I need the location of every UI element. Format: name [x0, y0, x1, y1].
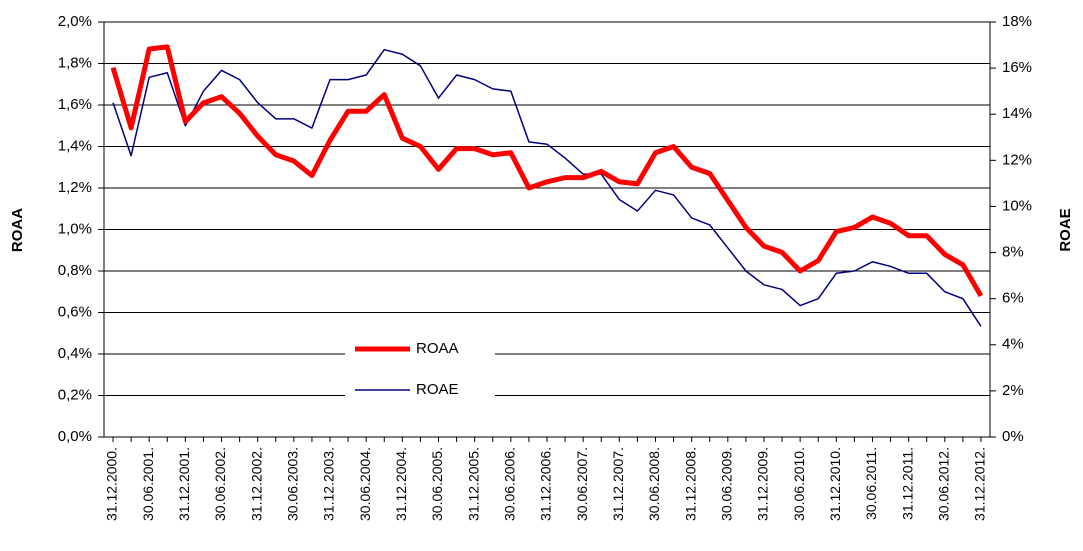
y2-axis-label: ROAE	[1057, 208, 1074, 251]
y-tick-label: 2,0%	[58, 13, 92, 30]
y-tick-label: 1,8%	[58, 54, 92, 71]
x-tick-label: 31.12.2006.	[538, 447, 554, 521]
y-axis-label: ROAA	[9, 208, 26, 252]
x-tick-label: 30.06.2007.	[574, 447, 590, 521]
y-tick-label: 0,8%	[58, 262, 92, 279]
y2-tick-label: 4%	[1002, 336, 1024, 353]
x-tick-label: 31.12.2002.	[248, 447, 264, 521]
y2-tick-label: 2%	[1002, 382, 1024, 399]
y2-tick-label: 10%	[1002, 197, 1032, 214]
x-tick-label: 31.12.2005.	[465, 447, 481, 521]
x-tick-label: 30.06.2004.	[357, 447, 373, 521]
y2-tick-label: 14%	[1002, 105, 1032, 122]
x-tick-label: 30.06.2005.	[429, 447, 445, 521]
x-tick-label: 30.06.2001.	[140, 447, 156, 521]
series-line	[110, 44, 984, 298]
x-tick-label: 31.12.2000.	[104, 447, 120, 521]
x-tick-label: 31.12.2007.	[610, 447, 626, 521]
x-tick-label: 30.06.2002.	[212, 447, 228, 521]
x-tick-label: 31.12.2011.	[899, 447, 915, 520]
x-tick-label: 30.06.2009.	[719, 447, 735, 521]
x-tick-label: 30.06.2008.	[646, 447, 662, 521]
series-line	[112, 48, 982, 327]
x-tick-label: 31.12.2010.	[827, 447, 843, 521]
legend	[345, 330, 495, 408]
y-tick-label: 1,4%	[58, 137, 92, 154]
y-tick-label: 1,2%	[58, 179, 92, 196]
x-tick-label: 31.12.2008.	[682, 447, 698, 521]
y2-tick-label: 16%	[1002, 59, 1032, 76]
y-tick-label: 1,0%	[58, 220, 92, 237]
legend-label: ROAA	[416, 340, 459, 357]
x-tick-label: 30.06.2012.	[935, 447, 951, 521]
y-tick-label: 0,6%	[58, 303, 92, 320]
x-tick-label: 30.06.2006.	[502, 447, 518, 521]
x-tick-label: 30.06.2011.	[863, 447, 879, 520]
y-tick-label: 0,0%	[58, 428, 92, 445]
y2-tick-label: 18%	[1002, 13, 1032, 30]
y2-tick-label: 0%	[1002, 428, 1024, 445]
x-tick-label: 30.06.2003.	[285, 447, 301, 521]
x-tick-label: 31.12.2003.	[321, 447, 337, 521]
y2-tick-label: 8%	[1002, 244, 1024, 261]
x-tick-label: 31.12.2001.	[176, 447, 192, 521]
y-tick-label: 0,2%	[58, 386, 92, 403]
x-tick-label: 31.12.2009.	[755, 447, 771, 521]
y-tick-label: 0,4%	[58, 345, 92, 362]
legend-label: ROAE	[416, 381, 459, 398]
y2-tick-label: 6%	[1002, 290, 1024, 307]
x-tick-label: 31.12.2004.	[393, 447, 409, 521]
x-tick-label: 31.12.2012.	[972, 447, 988, 521]
y2-tick-label: 12%	[1002, 151, 1032, 168]
y-tick-label: 1,6%	[58, 96, 92, 113]
x-tick-label: 30.06.2010.	[791, 447, 807, 521]
